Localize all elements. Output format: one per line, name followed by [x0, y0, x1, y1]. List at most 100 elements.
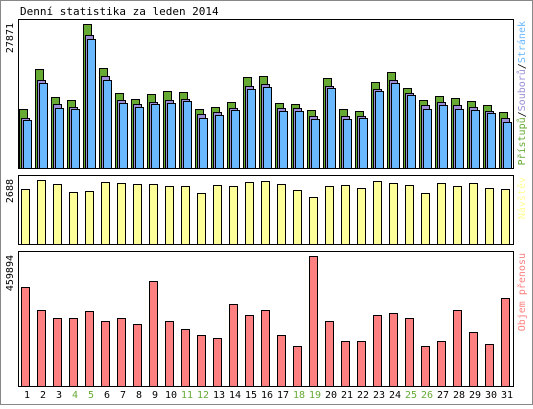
- pages-bar-day-18: [295, 111, 304, 169]
- volume-bar-day-11: [181, 329, 190, 387]
- volume-bar-day-25: [405, 318, 414, 387]
- volume-bar-day-10: [165, 321, 174, 387]
- pages-bar-day-3: [55, 108, 64, 169]
- volume-bar-day-2: [37, 310, 46, 387]
- y-max-label: 27871: [5, 23, 16, 53]
- pages-bar-day-13: [215, 115, 224, 169]
- visits-bar-day-10: [165, 186, 174, 245]
- pages-bar-day-15: [247, 89, 256, 169]
- visits-bar-day-5: [85, 191, 94, 245]
- pages-bar-day-7: [119, 103, 128, 169]
- x-tick-label-day-31: 31: [501, 390, 513, 401]
- volume-bar-day-29: [469, 332, 478, 387]
- visits-bar-day-9: [149, 184, 158, 245]
- volume-bar-day-20: [325, 321, 334, 387]
- pages-bar-day-10: [167, 103, 176, 169]
- x-tick-label-day-18: 18: [293, 390, 305, 401]
- pages-bar-day-8: [135, 107, 144, 169]
- x-tick-label-day-30: 30: [485, 390, 497, 401]
- x-tick-label-day-6: 6: [104, 390, 110, 401]
- legend-entry: Objem přenosu: [516, 253, 528, 331]
- x-tick-label-day-24: 24: [389, 390, 401, 401]
- volume-bar-day-31: [501, 298, 510, 387]
- volume-bar-day-4: [69, 318, 78, 387]
- pages-bar-day-28: [455, 109, 464, 169]
- panel-volume: 459894 Objem přenosu: [5, 251, 528, 387]
- pages-bar-day-24: [391, 83, 400, 169]
- x-tick-label-day-12: 12: [197, 390, 209, 401]
- volume-bar-day-8: [133, 324, 142, 387]
- x-tick-label-day-23: 23: [373, 390, 385, 401]
- volume-bar-day-1: [21, 287, 30, 387]
- volume-bar-day-17: [277, 335, 286, 387]
- visits-bar-day-21: [341, 185, 350, 245]
- visits-bar-day-18: [293, 190, 302, 245]
- x-tick-label-day-2: 2: [40, 390, 46, 401]
- visits-bar-day-29: [469, 183, 478, 245]
- x-tick-label-day-25: 25: [405, 390, 417, 401]
- volume-bar-day-14: [229, 304, 238, 387]
- visits-bar-day-8: [133, 184, 142, 245]
- visits-bar-day-17: [277, 184, 286, 245]
- pages-bar-day-20: [327, 88, 336, 169]
- x-tick-label-day-17: 17: [277, 390, 289, 401]
- visits-bar-day-1: [21, 189, 30, 245]
- visits-bar-day-11: [181, 186, 190, 245]
- visits-bar-day-7: [117, 183, 126, 245]
- visits-bar-day-27: [437, 183, 446, 245]
- x-tick-label-day-5: 5: [88, 390, 94, 401]
- pages-bar-day-21: [343, 119, 352, 169]
- legend-entry: Souborů: [516, 69, 528, 111]
- visits-bar-day-20: [325, 186, 334, 245]
- visits-bar-day-2: [37, 180, 46, 245]
- volume-bar-day-21: [341, 341, 350, 387]
- legend-separator: /: [517, 63, 528, 69]
- legend: Návštěv: [516, 177, 528, 219]
- volume-bar-day-9: [149, 281, 158, 387]
- x-tick-label-day-10: 10: [165, 390, 177, 401]
- x-tick-label-day-1: 1: [24, 390, 30, 401]
- visits-bar-day-15: [245, 182, 254, 245]
- pages-bar-day-4: [71, 109, 80, 169]
- x-tick-label-day-20: 20: [325, 390, 337, 401]
- volume-bar-day-22: [357, 341, 366, 387]
- visits-bar-day-14: [229, 186, 238, 245]
- legend-entry: Přístupů: [516, 117, 528, 165]
- volume-bar-day-16: [261, 310, 270, 387]
- x-tick-label-day-13: 13: [213, 390, 225, 401]
- pages-bar-day-1: [23, 120, 32, 169]
- x-tick-label-day-8: 8: [136, 390, 142, 401]
- visits-bar-day-23: [373, 181, 382, 245]
- pages-bar-day-14: [231, 110, 240, 169]
- visits-bar-day-28: [453, 186, 462, 245]
- legend-entry: Stránek: [516, 21, 528, 63]
- visits-bar-day-3: [53, 184, 62, 245]
- x-tick-label-day-19: 19: [309, 390, 321, 401]
- volume-bar-day-3: [53, 318, 62, 387]
- legend-entry: Návštěv: [516, 177, 528, 219]
- pages-bar-day-29: [471, 110, 480, 169]
- pages-bar-day-16: [263, 87, 272, 169]
- legend-separator: /: [517, 111, 528, 117]
- volume-bar-day-7: [117, 318, 126, 387]
- x-tick-label-day-16: 16: [261, 390, 273, 401]
- pages-bar-day-5: [87, 39, 96, 169]
- volume-bar-day-12: [197, 335, 206, 387]
- x-tick-label-day-22: 22: [357, 390, 369, 401]
- legend: Přístupů/Souborů/Stránek: [516, 21, 528, 166]
- volume-bar-day-6: [101, 321, 110, 387]
- volume-bar-day-19: [309, 256, 318, 387]
- x-tick-label-day-21: 21: [341, 390, 353, 401]
- bars: [21, 180, 510, 245]
- x-tick-label-day-3: 3: [56, 390, 62, 401]
- pages-bar-day-30: [487, 113, 496, 169]
- pages-bar-day-31: [503, 122, 512, 169]
- volume-bar-day-26: [421, 346, 430, 387]
- pages-bar-day-2: [39, 83, 48, 169]
- volume-bar-day-15: [245, 315, 254, 387]
- x-axis-labels: 1 2 3 4 5 6 7 8 9 10 11 12 13 14 15 16 17 18 19 20 21 22 23 24 2…: [24, 390, 513, 401]
